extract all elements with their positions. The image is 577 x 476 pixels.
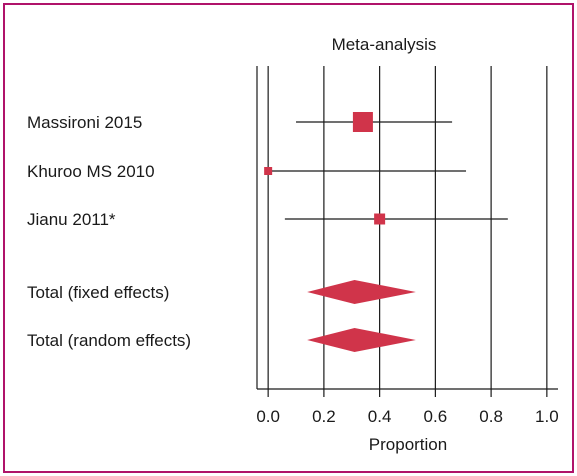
pooled-rows: Total (fixed effects) Total (random effec…	[27, 280, 416, 352]
study-marker-2	[374, 213, 386, 225]
x-tick-label-5: 1.0	[535, 407, 559, 426]
x-tick-label-0: 0.0	[256, 407, 280, 426]
study-label-0: Massironi 2015	[27, 113, 142, 132]
x-axis-label: Proportion	[369, 435, 447, 454]
pooled-label-1: Total (random effects)	[27, 331, 191, 350]
x-tick-label-2: 0.4	[368, 407, 392, 426]
pooled-diamond-1	[307, 328, 416, 352]
study-label-2: Jianu 2011*	[27, 210, 116, 229]
figure-frame	[3, 3, 574, 473]
study-label-1: Khuroo MS 2010	[27, 162, 155, 181]
x-axis: 0.0 0.2 0.4 0.6 0.8 1.0	[256, 388, 559, 426]
chart-title: Meta-analysis	[332, 35, 437, 54]
x-tick-label-1: 0.2	[312, 407, 336, 426]
pooled-label-0: Total (fixed effects)	[27, 283, 169, 302]
x-tick-label-4: 0.8	[479, 407, 503, 426]
x-tick-label-3: 0.6	[424, 407, 448, 426]
pooled-diamond-0	[307, 280, 416, 304]
study-marker-0	[352, 112, 373, 132]
study-rows: Massironi 2015 Khuroo MS 2010 Jianu 2011*	[27, 112, 508, 229]
grid-layer	[256, 66, 548, 389]
study-marker-1	[264, 167, 273, 175]
